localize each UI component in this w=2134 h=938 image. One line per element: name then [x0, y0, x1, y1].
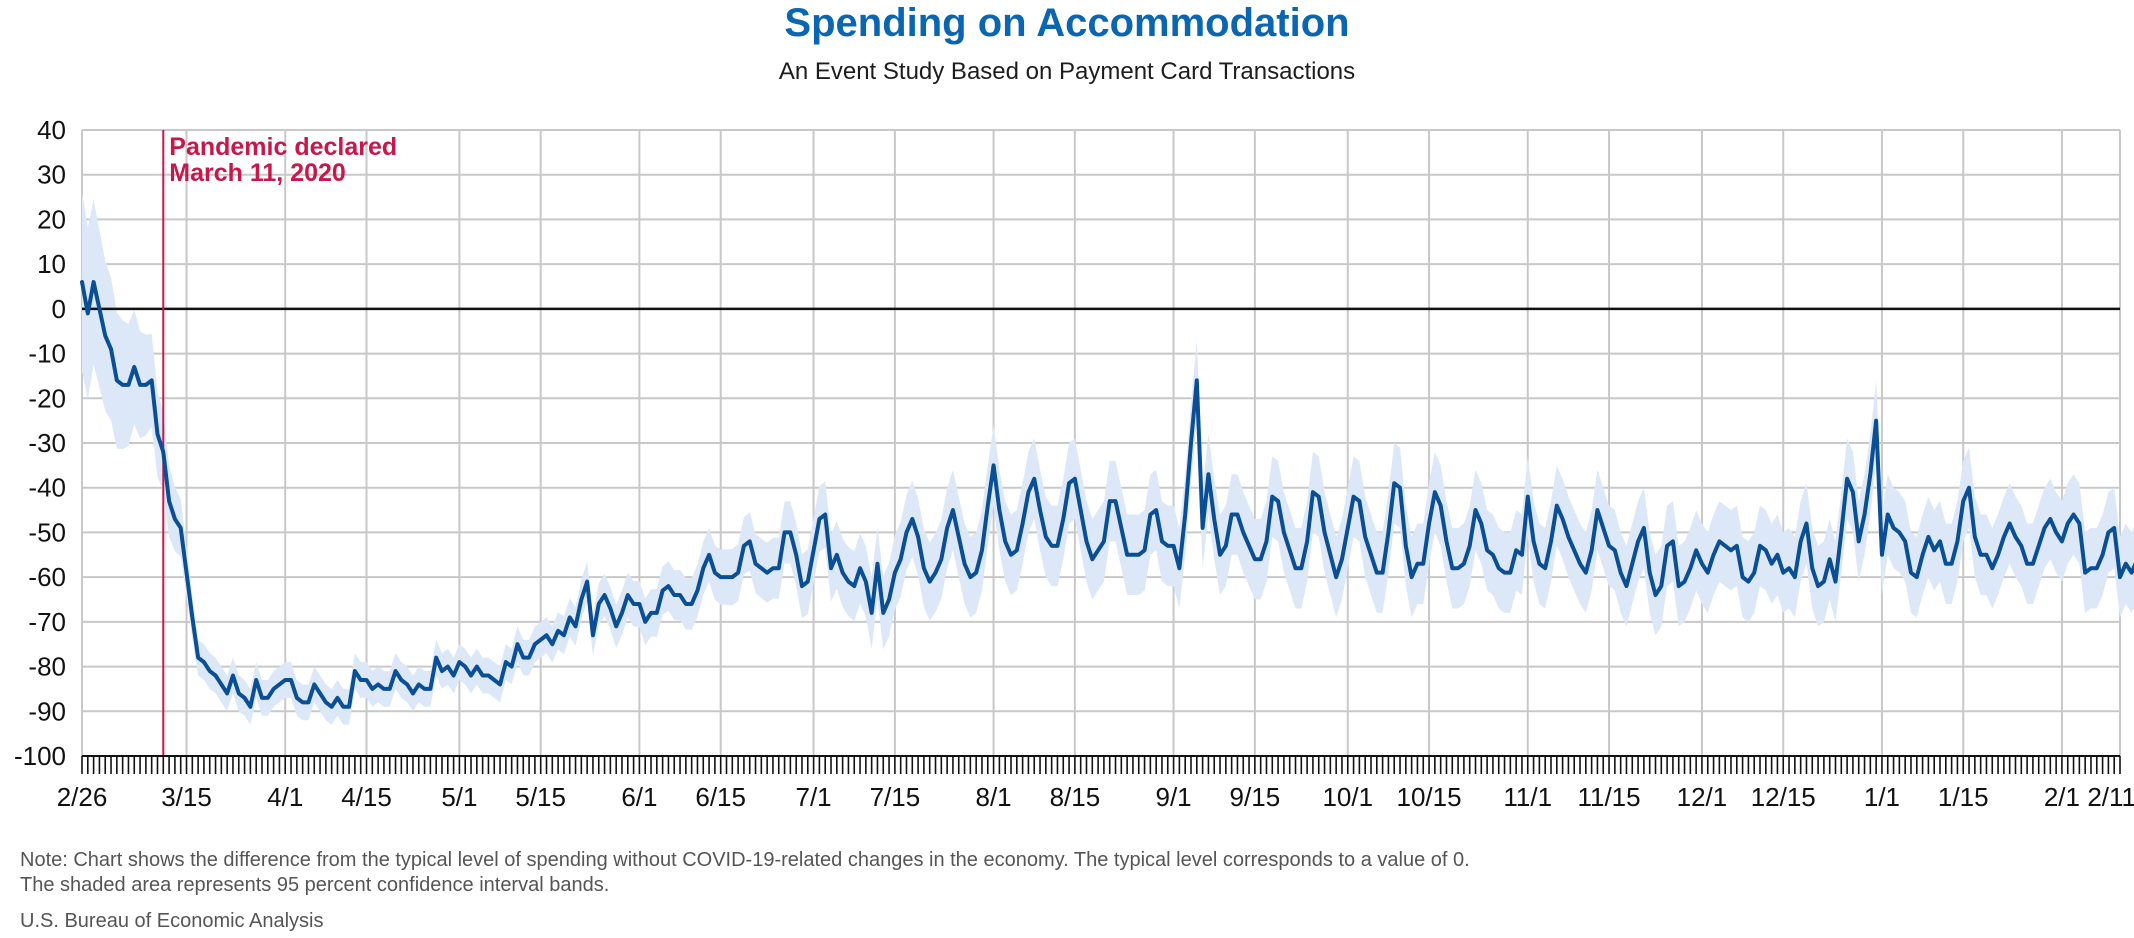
note-line-2: The shaded area represents 95 percent co… [20, 874, 610, 896]
x-tick-label: 5/15 [515, 782, 566, 812]
gridlines [81, 129, 2121, 757]
x-tick-label: 3/15 [161, 782, 212, 812]
chart-note: Note: Chart shows the difference from th… [20, 848, 1470, 898]
y-tick-label: 20 [37, 204, 66, 234]
source-credit: U.S. Bureau of Economic Analysis [20, 910, 324, 932]
series-line [80, 280, 2134, 709]
x-axis-labels: 2/26 3/15 4/1 4/15 5/1 5/15 6/1 6/15 7/1 7/15 8/1 8… [57, 782, 2134, 812]
y-tick-label: -10 [28, 339, 66, 369]
chart-subtitle: An Event Study Based on Payment Card Tra… [778, 58, 1356, 85]
y-tick-label: -30 [28, 428, 66, 458]
x-tick-label: 2/11 [2087, 782, 2134, 812]
x-tick-label: 4/15 [341, 782, 392, 812]
y-axis-labels: 40 30 20 10 0 -10 -20 -30 -40 -50 -60 -70 -80 -90 -100 [14, 115, 66, 771]
event-label-line-2: March 11, 2020 [169, 159, 346, 187]
chart-title: Spending on Accommodation [784, 1, 1350, 45]
y-tick-label: 10 [37, 249, 66, 279]
x-tick-label: 7/1 [796, 782, 832, 812]
x-tick-label: 2/26 [57, 782, 108, 812]
x-tick-label: 12/15 [1751, 782, 1816, 812]
y-tick-label: -80 [28, 652, 66, 682]
x-tick-label: 1/15 [1938, 782, 1989, 812]
x-tick-label: 2/1 [2044, 782, 2080, 812]
x-axis [81, 755, 2121, 774]
confidence-band [82, 192, 2134, 725]
ci-band-area [82, 192, 2134, 725]
y-tick-label: -90 [28, 696, 66, 726]
accommodation-spending-series [80, 280, 2134, 709]
x-tick-label: 7/15 [870, 782, 921, 812]
y-tick-label: 40 [37, 115, 66, 145]
event-label-line-1: Pandemic declared [169, 133, 397, 161]
x-tick-label: 5/1 [441, 782, 477, 812]
x-tick-label: 10/15 [1397, 782, 1462, 812]
x-tick-label: 9/1 [1156, 782, 1192, 812]
y-tick-label: -50 [28, 517, 66, 547]
y-tick-label: -40 [28, 473, 66, 503]
x-tick-label: 10/1 [1322, 782, 1373, 812]
x-tick-label: 6/1 [621, 782, 657, 812]
y-tick-label: 0 [52, 294, 66, 324]
x-tick-label: 6/15 [695, 782, 746, 812]
x-tick-label: 4/1 [267, 782, 303, 812]
x-tick-label: 11/1 [1503, 782, 1552, 812]
y-tick-label: -100 [14, 741, 66, 771]
x-tick-label: 9/15 [1230, 782, 1281, 812]
y-tick-label: -70 [28, 607, 66, 637]
note-line-1: Note: Chart shows the difference from th… [20, 849, 1470, 871]
y-tick-label: -20 [28, 383, 66, 413]
y-tick-label: -60 [28, 562, 66, 592]
x-tick-label: 1/1 [1864, 782, 1900, 812]
x-tick-label: 8/1 [976, 782, 1012, 812]
y-tick-label: 30 [37, 160, 66, 190]
x-tick-label: 11/15 [1577, 782, 1640, 812]
x-tick-label: 8/15 [1050, 782, 1101, 812]
x-tick-label: 12/1 [1677, 782, 1728, 812]
